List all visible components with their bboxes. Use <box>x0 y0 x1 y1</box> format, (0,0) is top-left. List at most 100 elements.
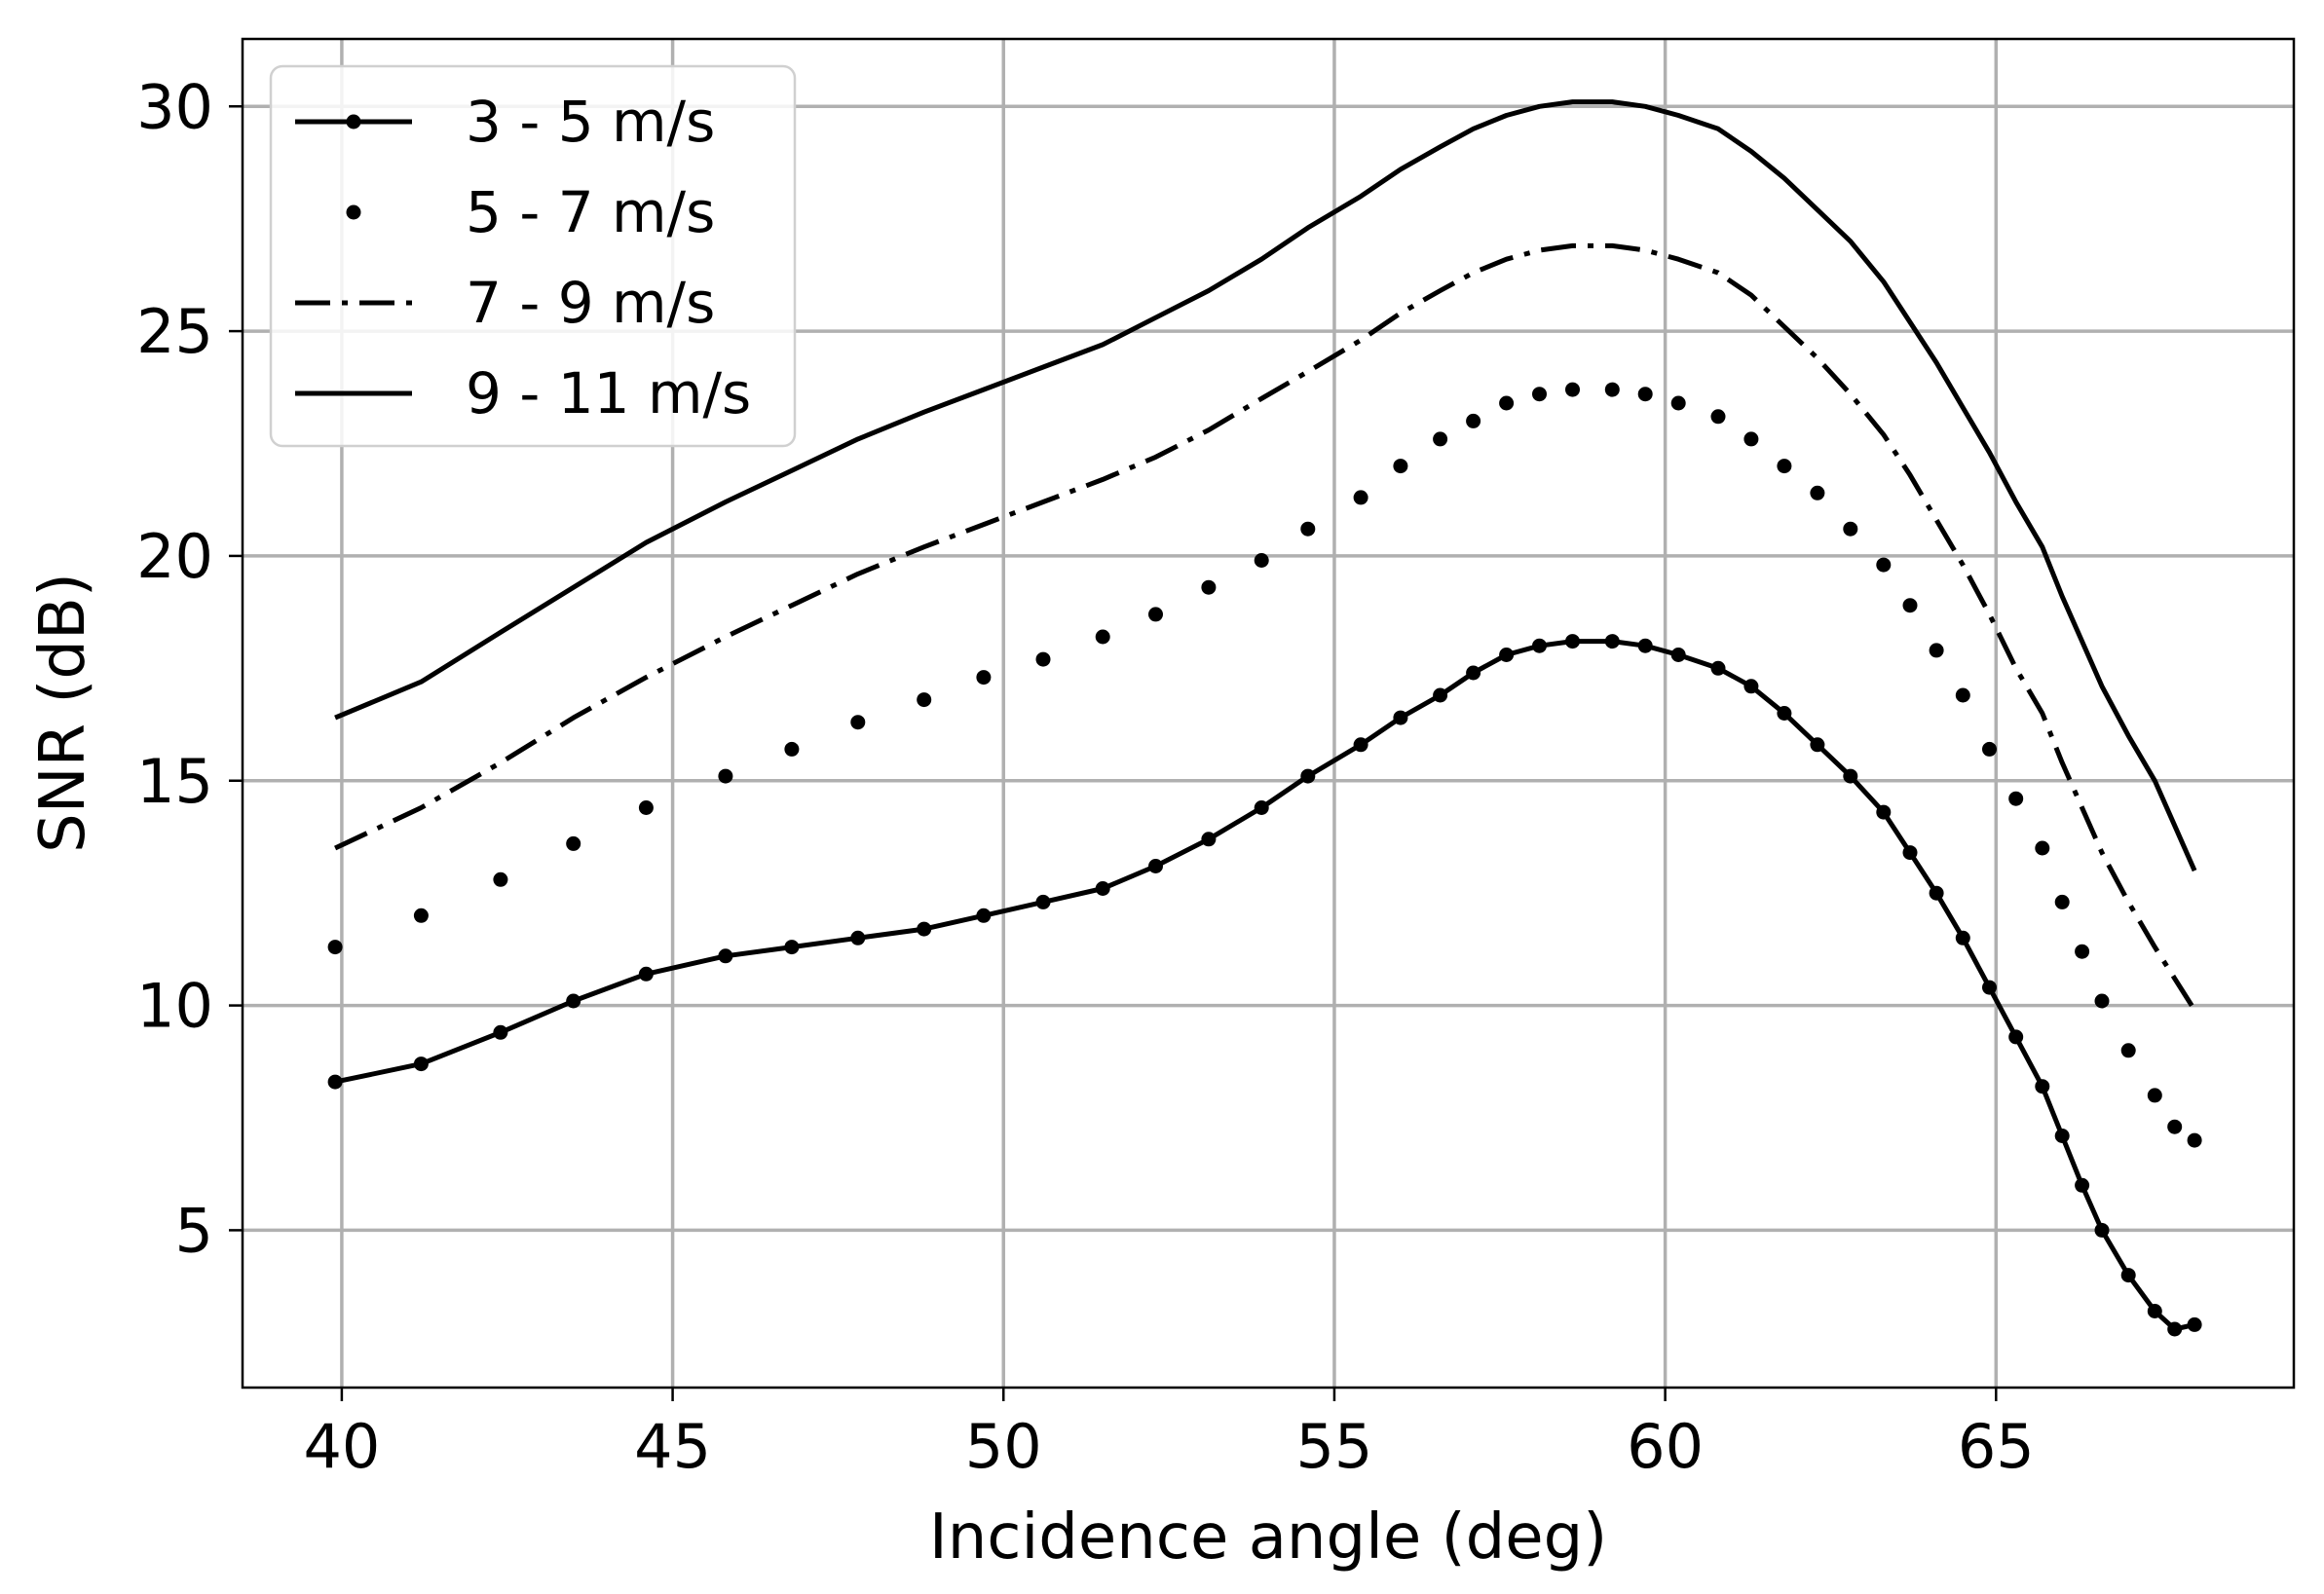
data-point <box>638 800 654 815</box>
data-point <box>1499 395 1515 411</box>
data-point <box>1095 881 1110 896</box>
data-point <box>1843 768 1858 784</box>
data-point <box>2008 791 2024 806</box>
legend-label: 5 - 7 m/s <box>466 179 715 245</box>
data-point <box>413 1056 429 1072</box>
data-point <box>1466 413 1481 428</box>
data-point <box>1955 687 1970 703</box>
data-point <box>2035 1079 2050 1094</box>
data-point <box>2120 1043 2136 1058</box>
legend-item: 3 - 5 m/s <box>295 89 715 155</box>
legend-label: 3 - 5 m/s <box>466 89 715 155</box>
legend-label: 9 - 11 m/s <box>466 360 751 426</box>
data-point <box>2167 1321 2183 1337</box>
data-point <box>1148 859 1163 873</box>
data-point <box>1353 737 1368 753</box>
data-point <box>327 1074 343 1090</box>
y-tick-label: 25 <box>136 296 213 367</box>
series-line <box>334 242 2197 1012</box>
y-tick-label: 5 <box>175 1195 213 1266</box>
axis-ticks: 40 45 50 55 60 65 5 10 15 20 25 30 <box>136 71 2035 1482</box>
data-point <box>1035 651 1051 667</box>
data-point <box>2147 1304 2162 1318</box>
data-point <box>493 871 508 887</box>
data-point <box>784 741 800 757</box>
data-point <box>1710 409 1726 425</box>
data-point <box>1095 629 1110 645</box>
series-lines <box>327 99 2202 1337</box>
legend-marker-sample <box>346 204 361 220</box>
data-point <box>2008 1029 2024 1045</box>
data-point <box>2075 1177 2090 1193</box>
data-point <box>1810 485 1825 500</box>
data-point <box>1777 459 1792 474</box>
data-point <box>2054 1129 2070 1143</box>
data-point <box>1604 382 1620 397</box>
series-2 <box>327 382 2202 1148</box>
y-tick-label: 15 <box>136 746 213 817</box>
data-point <box>1532 638 1547 653</box>
data-point <box>1637 387 1653 402</box>
series-1 <box>327 634 2202 1337</box>
legend-item: 5 - 7 m/s <box>346 179 715 245</box>
legend: 3 - 5 m/s 5 - 7 m/s 7 - 9 m/s 9 - 11 m/s <box>269 64 797 448</box>
legend-item: 7 - 9 m/s <box>295 270 715 336</box>
data-point <box>327 940 343 955</box>
data-point <box>1876 804 1892 820</box>
series-line <box>334 639 2195 1332</box>
data-point <box>850 930 866 945</box>
x-tick-label: 50 <box>965 1411 1042 1482</box>
data-point <box>850 715 866 730</box>
data-point <box>2094 993 2110 1009</box>
data-point <box>1393 459 1408 474</box>
legend-marker-sample <box>346 114 361 130</box>
data-point <box>784 940 800 955</box>
x-tick-label: 40 <box>303 1411 380 1482</box>
data-point <box>1637 638 1653 653</box>
data-point <box>1876 557 1892 573</box>
data-point <box>1670 648 1686 662</box>
y-tick-label: 20 <box>136 521 213 592</box>
data-point <box>2094 1222 2110 1238</box>
data-point <box>1201 832 1217 847</box>
data-point <box>1929 885 1944 901</box>
data-point <box>1565 382 1580 397</box>
plot-frame <box>241 37 2296 1390</box>
data-point <box>1743 679 1759 694</box>
data-point <box>1777 706 1792 721</box>
data-point <box>1532 387 1547 402</box>
data-point <box>1710 660 1726 676</box>
data-point <box>413 908 429 923</box>
data-point <box>2120 1268 2136 1283</box>
data-point <box>1393 710 1408 725</box>
data-point <box>1201 579 1217 595</box>
x-axis-label: Incidence angle (deg) <box>929 1501 1607 1574</box>
data-point <box>566 993 581 1009</box>
data-point <box>1743 431 1759 447</box>
data-point <box>566 835 581 851</box>
data-point <box>2075 944 2090 959</box>
data-point <box>1929 643 1944 658</box>
data-point <box>976 908 992 923</box>
data-point <box>1254 553 1269 568</box>
data-point <box>917 692 932 708</box>
data-point <box>976 670 992 686</box>
data-point <box>1254 800 1269 815</box>
data-point <box>1604 634 1620 649</box>
y-axis-label: SNR (dB) <box>27 573 99 853</box>
data-point <box>1982 741 1997 757</box>
data-point <box>1982 980 1997 995</box>
data-point <box>718 768 733 784</box>
data-point <box>1353 490 1368 505</box>
data-point <box>1810 737 1825 753</box>
data-point <box>1902 598 1918 613</box>
data-point <box>1499 648 1515 662</box>
series-line <box>334 99 2197 872</box>
legend-label: 7 - 9 m/s <box>466 270 715 336</box>
data-point <box>2054 894 2070 909</box>
data-point <box>2167 1119 2183 1134</box>
legend-box <box>269 64 797 448</box>
data-point <box>1843 521 1858 537</box>
series-3 <box>334 242 2197 1012</box>
